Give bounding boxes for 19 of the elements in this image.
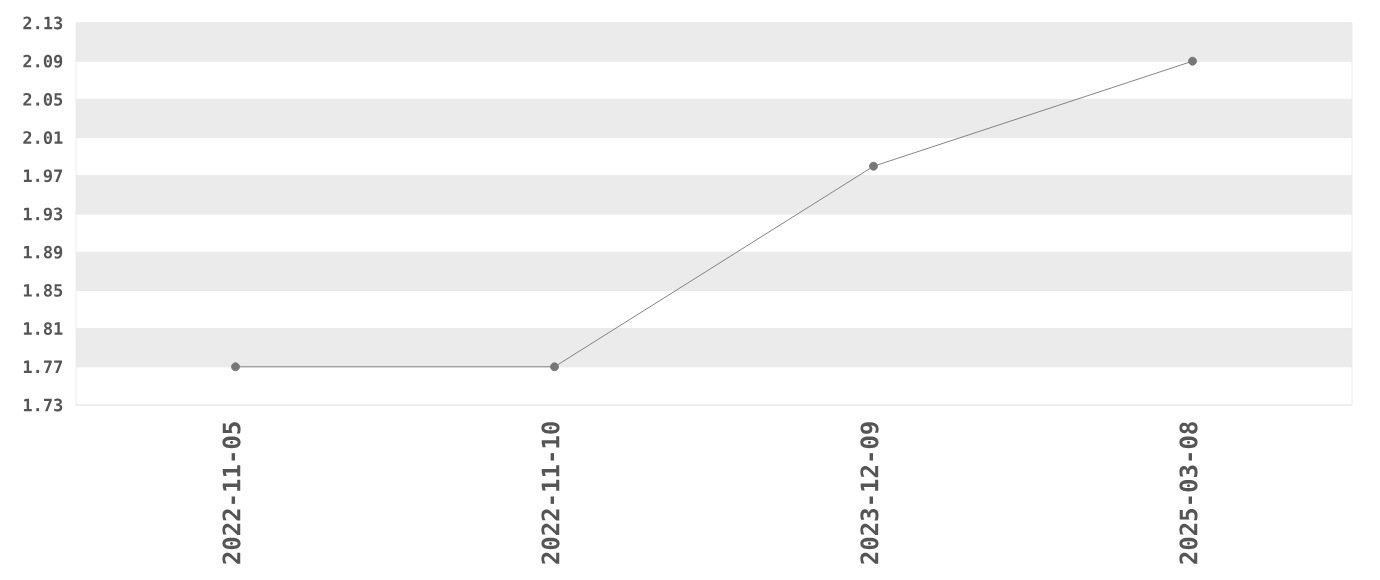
y-tick-label: 2.01 [23, 131, 63, 145]
y-tick-label: 2.05 [23, 92, 63, 106]
y-tick-label: 2.09 [23, 54, 63, 68]
point [1188, 56, 1197, 66]
point [231, 362, 240, 372]
x-tick-label: 2023-12-09 [860, 422, 879, 564]
y-tick-label: 1.97 [23, 169, 63, 183]
x-tick-label: 2022-11-05 [222, 422, 241, 564]
y-tick-label: 1.77 [23, 360, 63, 373]
y-tick-label: 1.73 [23, 398, 63, 412]
point [869, 161, 878, 171]
y-tick-label: 1.93 [23, 207, 63, 221]
y-tick-label: 1.89 [23, 245, 63, 259]
y-tick-label: 1.85 [23, 283, 63, 297]
point [550, 362, 559, 372]
x-tick-label: 2025-03-08 [1179, 422, 1198, 564]
y-tick-label: 2.13 [23, 16, 63, 30]
y-tick-label: 1.81 [23, 322, 63, 336]
x-tick-label: 2022-11-10 [541, 422, 560, 564]
